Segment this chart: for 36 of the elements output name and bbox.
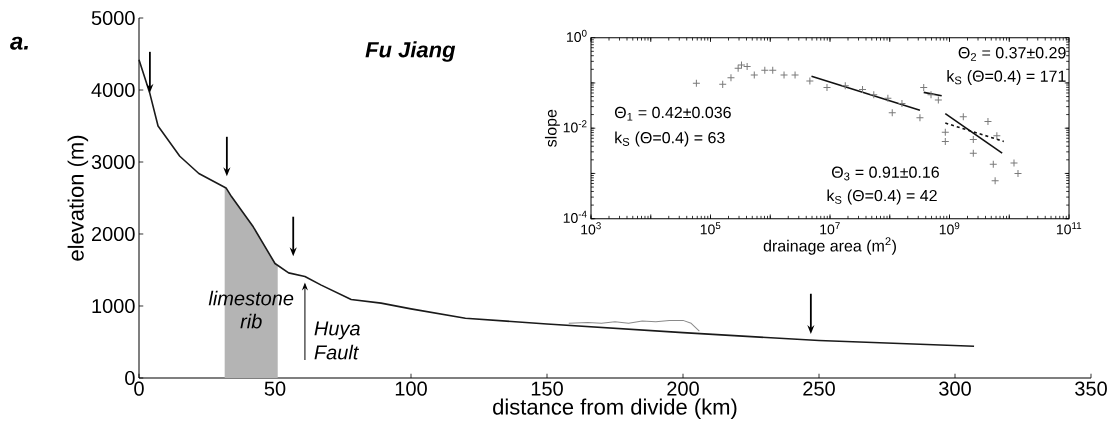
band-label: limestone rib <box>208 290 294 329</box>
x-tick-label: 150 <box>531 381 563 396</box>
y-tick-label: 3000 <box>91 154 135 170</box>
x-tick-label: 50 <box>264 381 286 396</box>
text: Fu Jiang <box>365 41 456 62</box>
annotation: k$_{S}$ (Θ=0.4) = 171 <box>947 70 1066 85</box>
x-tick-label: 300 <box>939 381 971 396</box>
annotation: Huya Fault <box>314 321 360 360</box>
x-axis-title: distance from divide (km) <box>493 398 737 420</box>
y-axis-title: elevation (m) <box>67 135 89 261</box>
x-tick-label: 10$^{3}$ <box>581 222 601 235</box>
y-tick-label: 10$^{-4}$ <box>563 210 587 223</box>
x-tick-label: 350 <box>1075 381 1107 396</box>
annotation: k$_{S}$ (Θ=0.4) = 42 <box>827 189 937 205</box>
x-tick-label: 10$^{7}$ <box>820 222 840 235</box>
line-series <box>568 319 700 332</box>
x-tick-label: 100 <box>395 381 427 396</box>
x-tick-label: 10$^{11}$ <box>1056 222 1082 235</box>
y-tick-label: 0 <box>125 370 135 386</box>
text: a. <box>10 36 28 50</box>
y-tick-label: 4000 <box>91 82 135 98</box>
y-tick-label: 2000 <box>91 226 135 242</box>
y-tick-label: 1000 <box>92 298 135 314</box>
x-tick-label: 200 <box>667 381 699 396</box>
y-tick-label: 10$^{-2}$ <box>563 120 587 133</box>
annotation: Θ$_{3}$ = 0.91±0.16 <box>831 166 939 181</box>
x-tick-label: 10$^{9}$ <box>939 222 960 235</box>
x-tick-label: 250 <box>803 381 835 396</box>
annotation: Θ$_{1}$ = 0.42±0.036 <box>614 106 731 121</box>
x-axis-title: drainage area (m$^{2}$) <box>763 237 896 255</box>
annotation: Θ$_{2}$ = 0.37±0.29 <box>958 47 1066 61</box>
x-tick-label: 10$^{5}$ <box>700 222 721 235</box>
y-axis-title: slope <box>544 109 560 147</box>
y-tick-label: 10$^{0}$ <box>567 29 587 42</box>
y-tick-label: 5000 <box>91 10 135 26</box>
annotation: k$_{S}$ (Θ=0.4) = 63 <box>615 131 725 147</box>
